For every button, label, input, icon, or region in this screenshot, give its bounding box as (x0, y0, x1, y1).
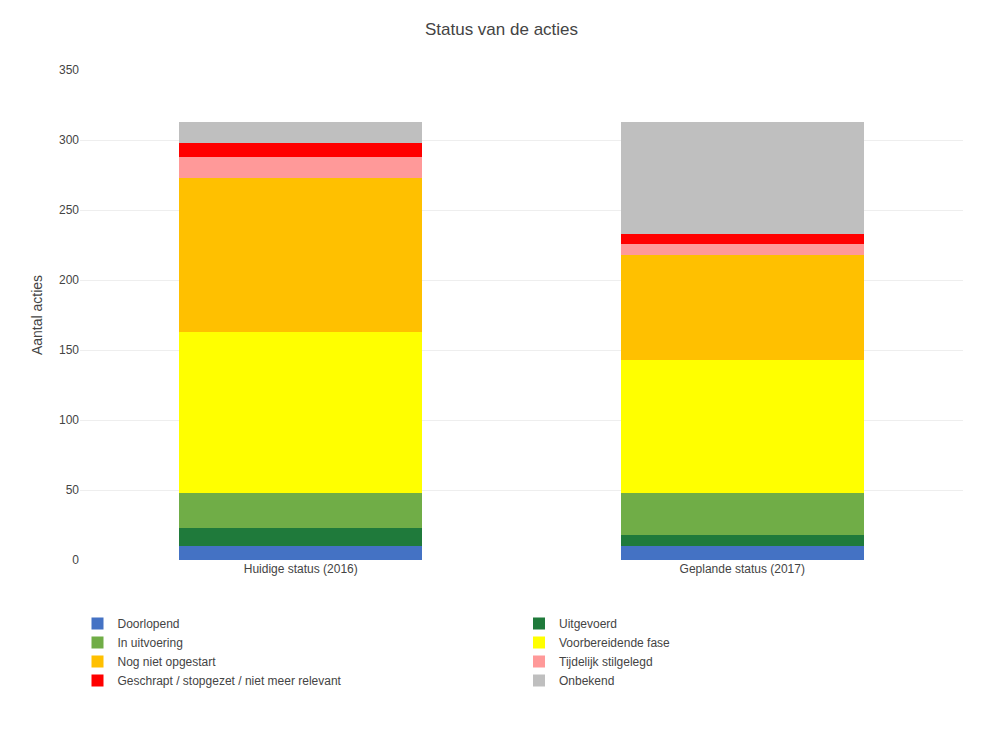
svg-text:200: 200 (59, 273, 79, 287)
svg-text:300: 300 (59, 133, 79, 147)
svg-text:Status van de acties: Status van de acties (425, 20, 578, 39)
svg-text:Nog niet opgestart: Nog niet opgestart (118, 655, 217, 669)
svg-text:Voorbereidende fase: Voorbereidende fase (559, 636, 670, 650)
svg-text:Onbekend: Onbekend (559, 674, 614, 688)
svg-text:Uitgevoerd: Uitgevoerd (559, 617, 617, 631)
svg-text:Doorlopend: Doorlopend (118, 617, 180, 631)
svg-text:Huidige status (2016): Huidige status (2016) (244, 562, 358, 576)
svg-text:Aantal acties: Aantal acties (29, 275, 45, 355)
svg-text:Geplande status (2017): Geplande status (2017) (680, 562, 805, 576)
svg-text:250: 250 (59, 203, 79, 217)
svg-text:350: 350 (59, 63, 79, 77)
svg-text:Tijdelijk stilgelegd: Tijdelijk stilgelegd (559, 655, 653, 669)
svg-text:In uitvoering: In uitvoering (118, 636, 183, 650)
svg-text:Geschrapt / stopgezet / niet m: Geschrapt / stopgezet / niet meer releva… (118, 674, 342, 688)
svg-text:0: 0 (72, 553, 79, 567)
svg-text:100: 100 (59, 413, 79, 427)
svg-text:50: 50 (66, 483, 80, 497)
svg-text:150: 150 (59, 343, 79, 357)
